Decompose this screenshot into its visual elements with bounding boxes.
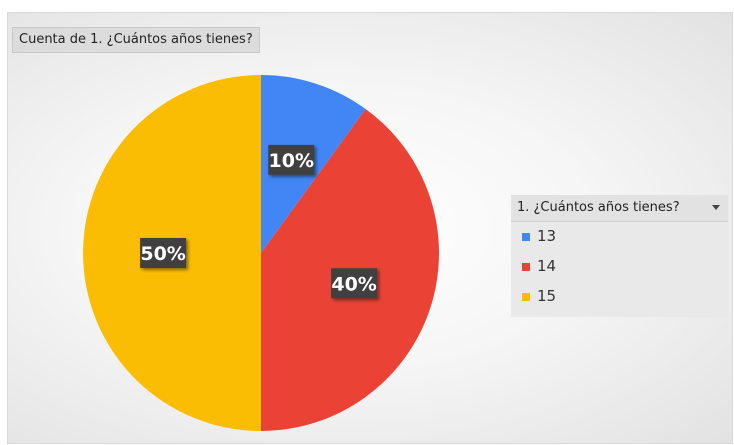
value-field-button[interactable]: Cuenta de 1. ¿Cuántos años tienes? xyxy=(12,27,260,53)
data-label-box xyxy=(331,268,378,299)
data-label-14: 40% xyxy=(331,268,378,299)
data-label-15: 50% xyxy=(140,238,187,268)
legend-label: 14 xyxy=(537,257,557,275)
pie-chart: 10% 40% 50% xyxy=(83,75,439,432)
data-label-box xyxy=(140,238,187,268)
legend-item-13[interactable]: 13 xyxy=(511,222,728,252)
data-label-box xyxy=(268,144,315,175)
legend-swatch xyxy=(522,263,530,271)
chart-area: Cuenta de 1. ¿Cuántos años tienes? 10% 40… xyxy=(7,12,733,444)
legend-swatch xyxy=(522,233,530,241)
data-label-13: 10% xyxy=(268,144,315,175)
legend-item-14[interactable]: 14 xyxy=(511,252,728,282)
legend-label: 13 xyxy=(537,227,557,245)
legend-title: 1. ¿Cuántos años tienes? xyxy=(517,200,680,215)
legend: 1. ¿Cuántos años tienes? 13 14 15 xyxy=(511,195,728,317)
legend-swatch xyxy=(522,293,530,301)
legend-field-button[interactable]: 1. ¿Cuántos años tienes? xyxy=(511,195,728,222)
data-label-text: 40% xyxy=(331,273,376,295)
legend-label: 15 xyxy=(537,287,557,305)
data-label-text: 10% xyxy=(269,150,314,172)
dropdown-arrow-icon[interactable] xyxy=(712,205,720,210)
legend-item-15[interactable]: 15 xyxy=(511,282,728,312)
data-label-text: 50% xyxy=(140,243,185,265)
